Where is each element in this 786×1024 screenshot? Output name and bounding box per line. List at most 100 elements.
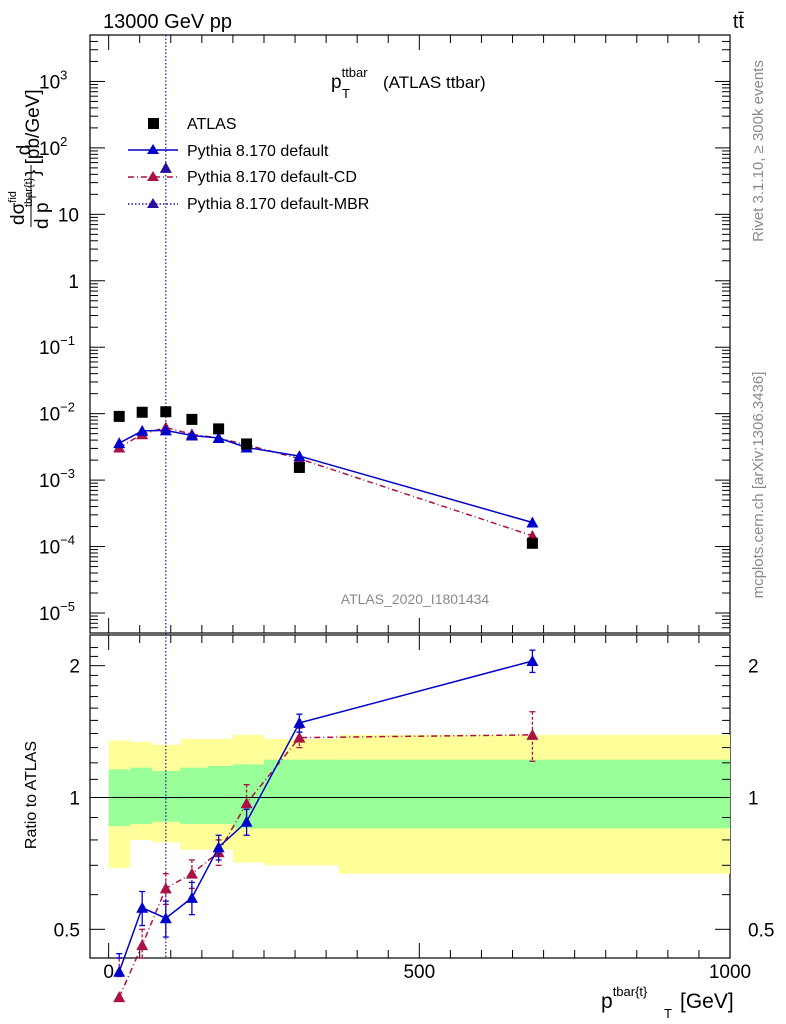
legend-marker-cd: [147, 171, 159, 181]
ratio-series-point: [293, 716, 306, 728]
main-y-tick-label: 10−5: [39, 599, 75, 625]
axis-ticks: 10−5 10−4 10−3 10−2 10−1 1 10 102 103 0 500 1000 0.5…: [39, 34, 774, 983]
ratio-series-point: [136, 939, 149, 951]
uncertainty-bands: [90, 734, 730, 874]
ratio-series-point: [240, 815, 253, 827]
atlas-data-point: [293, 461, 305, 473]
mcplots-reference: mcplots.cern.ch [arXiv:1306.3436]: [750, 372, 767, 599]
ylabel-den-T: T: [27, 193, 39, 200]
ratio-y-tick-label-right: 0.5: [748, 920, 774, 941]
main-y-tick-label: 102: [39, 134, 67, 160]
x-tick-label: 500: [403, 962, 435, 983]
atlas-data-point: [113, 410, 125, 422]
atlas-data-point: [241, 438, 253, 450]
atlas-data-point: [526, 537, 538, 549]
energy-label: 13000 GeV pp: [103, 11, 232, 33]
ylabel-den-d: d: [32, 218, 53, 229]
ratio-series-point: [293, 731, 306, 743]
data-marks: [113, 35, 539, 1003]
atlas-data-point: [160, 406, 172, 418]
legend-marker-mbr: [147, 198, 159, 208]
ylabel-den-p: p: [32, 202, 53, 213]
svg-text:dpT: dpT: [27, 193, 53, 229]
inner-band-bin: [130, 767, 153, 824]
main-series-line: [118, 429, 533, 524]
ylabel-num-d: d: [8, 214, 29, 225]
legend-marker-default: [147, 144, 159, 154]
svg-text:} [pb/GeV]: } [pb/GeV]: [23, 89, 44, 176]
plot-title: pttbar T (ATLAS ttbar): [331, 65, 486, 101]
ratio-y-tick-label-right: 2: [748, 657, 759, 678]
x-tick-label: 0: [103, 962, 114, 983]
ratio-series-point: [240, 797, 253, 809]
title-suffix: (ATLAS ttbar): [383, 73, 486, 92]
legend: ATLAS Pythia 8.170 default Pythia 8.170 …: [128, 116, 369, 213]
main-y-tick-label: 10−4: [39, 533, 75, 559]
xlabel-p: p: [601, 990, 613, 1013]
process-label: tt̄: [733, 11, 745, 33]
main-series-point: [136, 424, 149, 436]
ratio-series-point: [185, 867, 198, 879]
ylabel-rest: } [pb/GeV]: [23, 89, 44, 176]
legend-label-atlas: ATLAS: [187, 116, 237, 133]
main-y-tick-label: 10−3: [39, 466, 75, 492]
ratio-y-tick-label-left: 2: [69, 657, 80, 678]
main-series-point: [212, 432, 225, 444]
rivet-version: Rivet 3.1.10, ≥ 300k events: [750, 60, 767, 242]
main-y-tick-label: 103: [39, 67, 67, 93]
main-y-tick-label: 10−2: [39, 400, 75, 426]
xlabel-sub: T: [664, 1006, 672, 1021]
main-y-axis-label: d } [pb/GeV]: [14, 89, 44, 176]
main-y-tick-label: 10: [58, 205, 79, 226]
xlabel-unit: [GeV]: [680, 990, 734, 1013]
xlabel-sup: tbar{t}: [613, 984, 648, 999]
inner-band-bin: [152, 770, 181, 822]
mbr-point: [159, 161, 172, 173]
title-p: p: [331, 72, 342, 93]
ylabel-sigma-sub: tbar{t}: [23, 177, 35, 207]
ylabel-sigma: σ: [8, 202, 29, 214]
title-sup: ttbar: [342, 65, 369, 80]
ratio-series-point: [526, 728, 539, 740]
main-y-tick-label: 1: [68, 272, 79, 293]
inner-band-bin: [180, 767, 209, 824]
atlas-data-point: [136, 406, 148, 418]
legend-marker-atlas: [148, 118, 159, 129]
main-y-axis-fraction: dσfid tbar{t} dpT: [7, 165, 53, 229]
ylabel-d: d: [14, 145, 35, 156]
title-sub: T: [342, 86, 350, 101]
main-series-line: [118, 426, 533, 537]
legend-label-cd: Pythia 8.170 default-CD: [187, 169, 357, 186]
ratio-series-point: [159, 882, 172, 894]
x-tick-label: 1000: [709, 962, 751, 983]
ratio-y-axis-label: Ratio to ATLAS: [23, 741, 40, 849]
ylabel-fid: fid: [7, 191, 19, 203]
inner-band-bin: [208, 766, 233, 824]
main-series-point: [185, 429, 198, 441]
main-plot-frame: [89, 34, 731, 634]
main-series-point: [113, 437, 126, 449]
ratio-series-point: [113, 965, 126, 977]
ratio-series-point: [185, 891, 198, 903]
inner-band-bin: [263, 759, 339, 829]
svg-text:d: d: [14, 145, 35, 156]
ratio-y-tick-label-right: 1: [748, 788, 759, 809]
x-axis-label: ptbar{t} T [GeV]: [601, 984, 734, 1021]
ratio-series-point: [159, 912, 172, 924]
ratio-series-point: [136, 901, 149, 913]
ratio-series-point: [113, 991, 126, 1003]
main-series-point: [293, 450, 306, 462]
ratio-y-tick-label-left: 0.5: [54, 920, 80, 941]
ratio-series-point: [212, 841, 225, 853]
main-series-point: [526, 516, 539, 528]
ratio-series-line: [118, 734, 533, 998]
analysis-watermark: ATLAS_2020_I1801434: [341, 591, 490, 607]
main-series-point: [159, 424, 172, 436]
main-y-tick-label: 10−1: [39, 333, 75, 359]
atlas-data-point: [186, 413, 198, 425]
legend-label-mbr: Pythia 8.170 default-MBR: [187, 196, 369, 213]
legend-label-default: Pythia 8.170 default: [187, 143, 329, 160]
atlas-data-point: [213, 423, 225, 435]
